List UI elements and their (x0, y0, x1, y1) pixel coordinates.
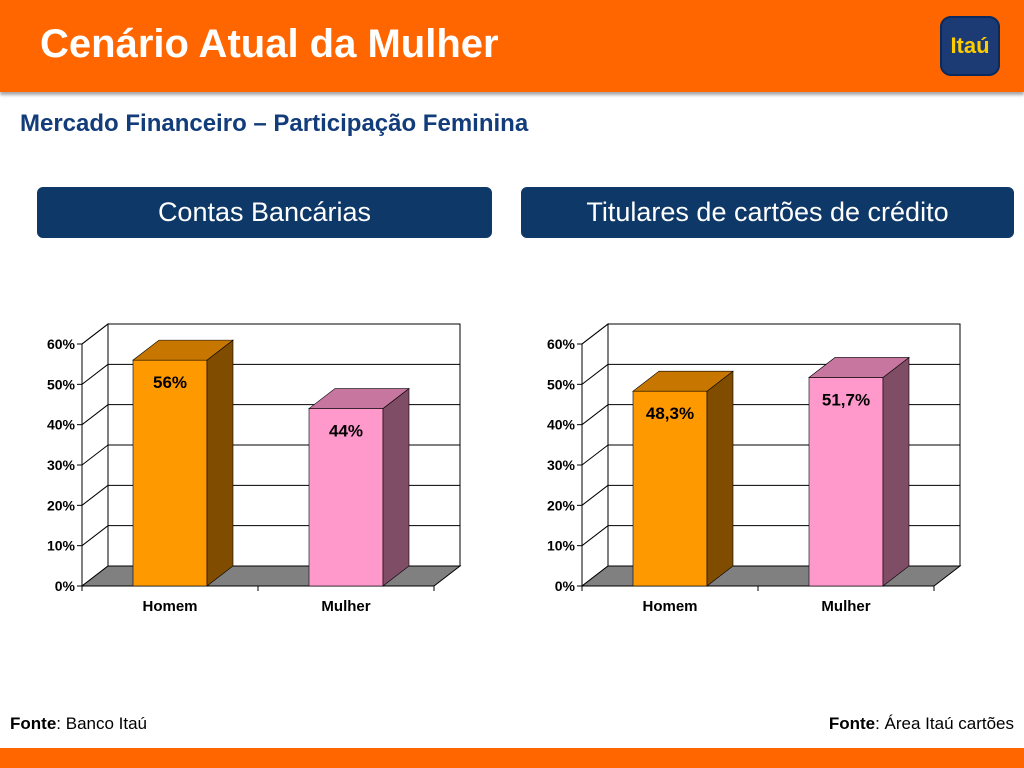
bar-homem (632, 390, 708, 587)
y-tick-label: 60% (547, 336, 576, 352)
gridline-side (581, 404, 609, 426)
gridline-side (81, 363, 109, 385)
y-tick-label: 10% (547, 538, 576, 554)
bar-side-mulher (882, 356, 910, 587)
data-label-homem: 56% (153, 373, 187, 392)
footnote-label: Fonte (10, 714, 57, 733)
gridline-side (81, 525, 109, 547)
category-label-homem: Homem (642, 598, 697, 615)
category-label-mulher: Mulher (321, 598, 370, 615)
bar-top-mulher (308, 388, 410, 409)
page-title: Cenário Atual da Mulher (40, 22, 499, 66)
bar-top-mulher (808, 357, 910, 378)
bar-homem (132, 359, 208, 587)
y-tick-label: 30% (47, 457, 76, 473)
gridline-side (581, 444, 609, 466)
gridline-side (81, 404, 109, 426)
y-tick-label: 20% (47, 497, 76, 513)
category-label-homem: Homem (142, 598, 197, 615)
itau-logo: Itaú (940, 16, 1000, 76)
y-tick-label: 40% (47, 417, 76, 433)
category-label-mulher: Mulher (821, 598, 870, 615)
panel-title-cartoes-credito: Titulares de cartões de crédito (521, 187, 1014, 238)
bar-mulher (308, 408, 384, 587)
panel-title-contas-bancarias: Contas Bancárias (37, 187, 492, 238)
bar-side-homem (706, 370, 734, 587)
bar-top-homem (632, 370, 734, 392)
footnote-text: : Banco Itaú (56, 714, 148, 733)
header-bar: Cenário Atual da Mulher Itaú (0, 0, 1024, 92)
gridline-side (581, 525, 609, 547)
y-tick-label: 10% (47, 538, 76, 554)
data-label-homem: 48,3% (646, 404, 694, 423)
y-tick-label: 30% (547, 457, 576, 473)
gridline-side (581, 484, 609, 506)
gridline-side (81, 444, 109, 466)
y-tick-label: 20% (547, 497, 576, 513)
gridline-side (81, 484, 109, 506)
data-label-mulher: 51,7% (822, 390, 870, 409)
bar-side-mulher (382, 387, 410, 587)
footer-bar (0, 748, 1024, 768)
y-tick-label: 40% (547, 417, 576, 433)
y-tick-label: 50% (47, 376, 76, 392)
data-label-mulher: 44% (329, 422, 363, 441)
bar-mulher (808, 377, 884, 587)
footnote-label: Fonte (828, 714, 876, 733)
chart-contas-bancarias: 0% 10% 20% 30% 40% 50% 60% 56% Homem 44% Mulher (47, 322, 462, 615)
y-tick-label: 0% (555, 578, 576, 594)
y-tick-label: 50% (547, 376, 576, 392)
logo-text: Itaú (950, 33, 990, 58)
gridline-side (581, 323, 609, 345)
page-subtitle: Mercado Financeiro – Participação Femini… (20, 110, 529, 137)
y-tick-label: 0% (55, 578, 76, 594)
gridline-side (81, 323, 109, 345)
y-tick-label: 60% (47, 336, 76, 352)
footnote-source-left: Fonte: Banco Itaú (10, 714, 147, 734)
footnote-source-right: Fonte: Área Itaú cartões (829, 714, 1014, 734)
bar-side-homem (206, 339, 234, 587)
chart-cartoes-credito: 0% 10% 20% 30% 40% 50% 60% 48,3% Homem 51,7% Mulhe… (547, 322, 962, 615)
gridline-side (581, 363, 609, 385)
bar-top-homem (132, 339, 234, 361)
footnote-text: : Área Itaú cartões (875, 714, 1014, 733)
